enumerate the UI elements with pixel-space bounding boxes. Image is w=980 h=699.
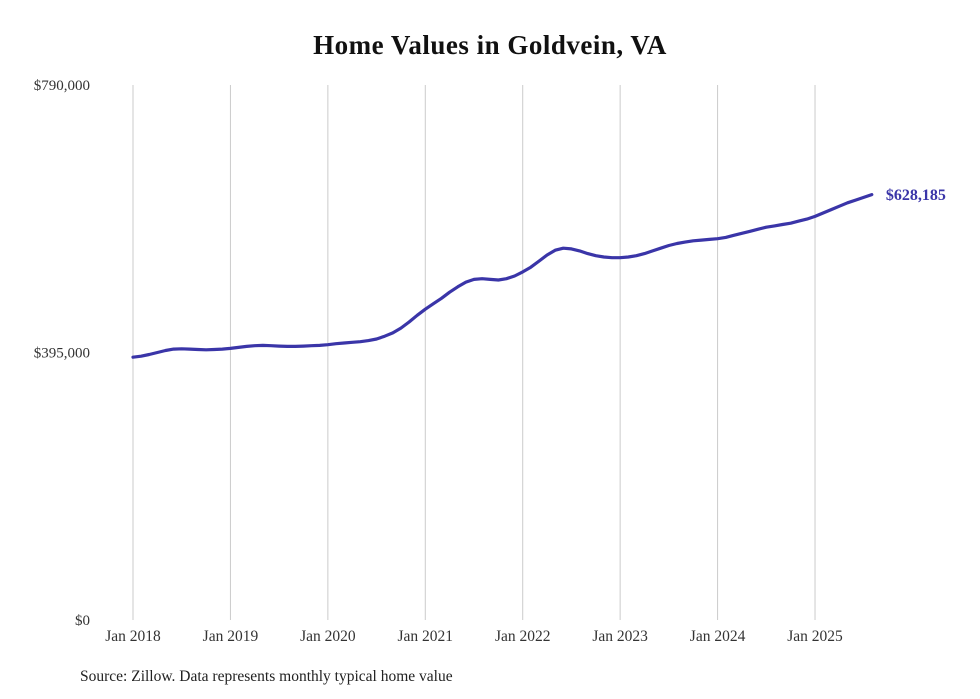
chart-title: Home Values in Goldvein, VA [313,30,667,60]
x-tick-label: Jan 2018 [105,628,161,645]
home-value-line [131,193,874,359]
y-tick-label: $790,000 [34,78,90,94]
x-tick-label: Jan 2020 [300,628,356,645]
end-value-label: $628,185 [886,187,946,204]
x-tick-label: Jan 2021 [398,628,454,645]
y-tick-label: $395,000 [34,346,90,362]
x-tick-label: Jan 2024 [690,628,746,645]
y-tick-label: $0 [75,613,90,629]
x-tick-label: Jan 2019 [203,628,259,645]
x-tick-label: Jan 2022 [495,628,551,645]
x-tick-label: Jan 2023 [592,628,648,645]
x-tick-label: Jan 2025 [787,628,843,645]
source-note: Source: Zillow. Data represents monthly … [80,668,453,685]
